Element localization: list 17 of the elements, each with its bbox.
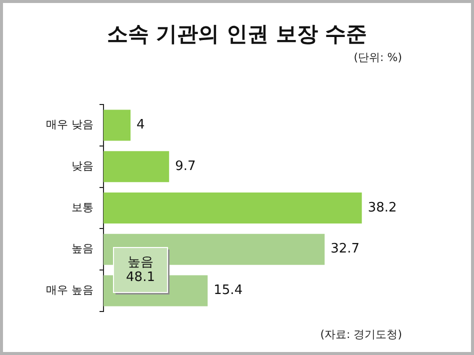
- bar: [103, 192, 362, 224]
- y-tick-label: 높음: [71, 242, 94, 256]
- annotation: 높음 48.1: [126, 254, 155, 285]
- y-tick-label: 매우 낮음: [46, 118, 94, 132]
- data-label: 32.7: [330, 242, 360, 257]
- bar: [103, 110, 131, 141]
- data-label: 15.4: [214, 283, 243, 298]
- chart-title: 소속 기관의 인권 보장 수준: [106, 21, 368, 48]
- chart-subtitle: (단위: %): [354, 50, 402, 65]
- text: (자료: 경기도청): [320, 327, 402, 342]
- data-label: 9.7: [175, 159, 196, 174]
- y-tick-label: 보통: [71, 200, 94, 214]
- y-tick-label: 낮음: [71, 160, 94, 172]
- bar: [103, 151, 170, 182]
- y-tick-label: 매우 높음: [46, 284, 94, 297]
- data-label: 38.2: [368, 200, 397, 216]
- data-label: 4: [136, 118, 145, 133]
